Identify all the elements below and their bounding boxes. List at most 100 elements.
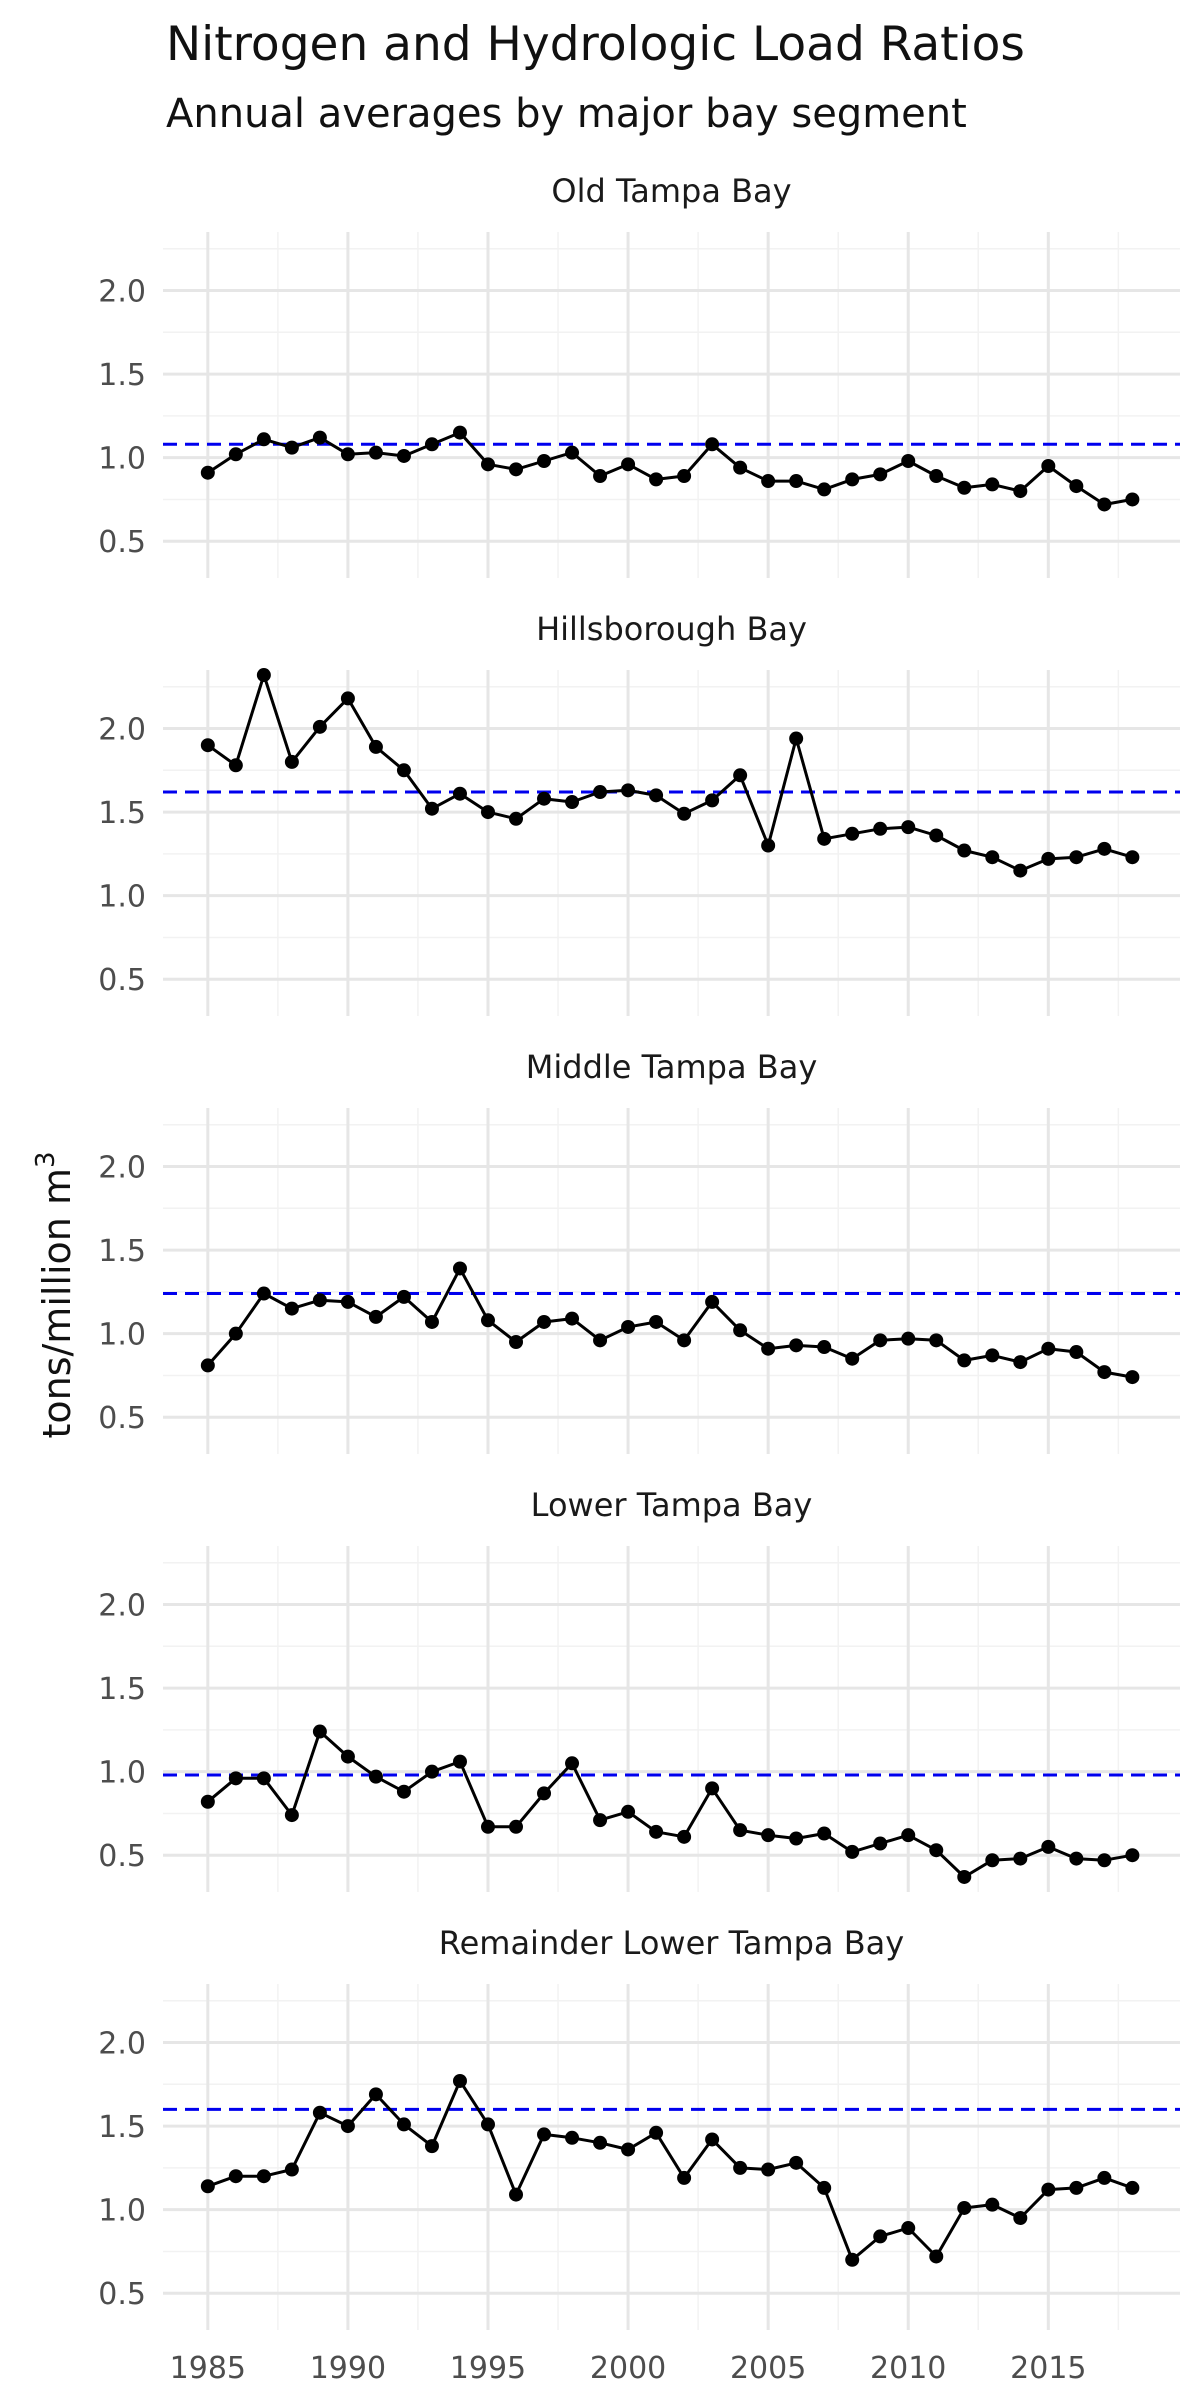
data-point xyxy=(649,472,664,487)
data-point xyxy=(1125,492,1140,507)
data-point xyxy=(228,1771,243,1786)
data-point xyxy=(256,1771,271,1786)
data-point xyxy=(621,783,636,798)
data-point xyxy=(509,811,524,826)
data-point xyxy=(649,788,664,803)
data-point xyxy=(200,1794,215,1809)
data-point xyxy=(957,2200,972,2215)
series-line xyxy=(206,1730,1133,1879)
data-point xyxy=(957,480,972,495)
data-point xyxy=(340,1749,355,1764)
data-point xyxy=(677,806,692,821)
data-point xyxy=(789,1831,804,1846)
data-point xyxy=(228,447,243,462)
data-point xyxy=(284,1301,299,1316)
data-point xyxy=(1013,2211,1028,2226)
facet-title: Old Tampa Bay xyxy=(551,172,791,210)
y-tick-label: 0.5 xyxy=(98,1839,146,1874)
x-tick-label: 1995 xyxy=(450,2351,526,2386)
data-point xyxy=(873,821,888,836)
data-point xyxy=(817,831,832,846)
y-tick-label: 0.5 xyxy=(98,1401,146,1436)
data-point xyxy=(789,731,804,746)
data-point xyxy=(1125,850,1140,865)
data-point xyxy=(1069,1851,1084,1866)
data-point xyxy=(1069,1345,1084,1360)
y-tick-label: 0.5 xyxy=(98,963,146,998)
data-point xyxy=(817,2180,832,2195)
data-point xyxy=(284,440,299,455)
data-point xyxy=(284,1808,299,1823)
series-line xyxy=(207,2079,1133,2262)
data-point xyxy=(1013,863,1028,878)
data-point xyxy=(537,1314,552,1329)
data-point xyxy=(1125,2180,1140,2195)
data-point xyxy=(929,469,944,484)
facet-title: Lower Tampa Bay xyxy=(531,1486,813,1524)
data-point xyxy=(649,1824,664,1839)
data-point xyxy=(817,482,832,497)
data-point xyxy=(901,453,916,468)
data-point xyxy=(200,2179,215,2194)
data-point xyxy=(1041,1839,1056,1854)
chart-subtitle: Annual averages by major bay segment xyxy=(166,91,967,137)
data-point xyxy=(1125,1848,1140,1863)
data-point xyxy=(929,1843,944,1858)
data-point xyxy=(1013,1355,1028,1370)
data-point xyxy=(312,430,327,445)
data-point xyxy=(424,1764,439,1779)
data-point xyxy=(340,1294,355,1309)
data-point xyxy=(705,793,720,808)
data-point xyxy=(873,467,888,482)
series-line xyxy=(206,673,1133,873)
data-point xyxy=(621,457,636,472)
data-point xyxy=(873,2229,888,2244)
data-point xyxy=(621,1319,636,1334)
y-axis-label: tons/million m3 xyxy=(31,1151,79,1438)
data-point xyxy=(593,1333,608,1348)
y-tick-label: 0.5 xyxy=(98,2277,146,2312)
data-point xyxy=(396,763,411,778)
data-point xyxy=(480,1819,495,1834)
data-point xyxy=(1013,484,1028,499)
data-point xyxy=(368,445,383,460)
data-point xyxy=(733,460,748,475)
data-point xyxy=(480,457,495,472)
data-point xyxy=(424,2139,439,2154)
data-point xyxy=(509,2187,524,2202)
data-point xyxy=(368,1769,383,1784)
data-point xyxy=(1041,851,1056,866)
data-point xyxy=(873,1333,888,1348)
data-point xyxy=(1041,2182,1056,2197)
data-point xyxy=(200,738,215,753)
data-point xyxy=(452,2073,467,2088)
y-tick-label: 1.0 xyxy=(98,1756,146,1791)
data-point xyxy=(537,1786,552,1801)
data-point xyxy=(396,448,411,463)
facet-panel: Middle Tampa Bay 0.5 1.0 1.5 2.0 xyxy=(98,1048,1180,1454)
data-point xyxy=(396,1289,411,1304)
y-tick-label: 1.0 xyxy=(98,2194,146,2229)
data-point xyxy=(340,2119,355,2134)
data-point xyxy=(1041,459,1056,474)
data-point xyxy=(845,1351,860,1366)
data-point xyxy=(761,1341,776,1356)
data-point xyxy=(677,1333,692,1348)
data-point xyxy=(200,465,215,480)
data-point xyxy=(985,477,1000,492)
data-point xyxy=(761,838,776,853)
x-tick-label: 1985 xyxy=(170,2351,246,2386)
x-tick-label: 2000 xyxy=(590,2351,666,2386)
data-point xyxy=(761,2162,776,2177)
data-point xyxy=(789,1338,804,1353)
y-tick-label: 1.5 xyxy=(98,2110,146,2145)
data-point xyxy=(593,2135,608,2150)
data-point xyxy=(1041,1341,1056,1356)
x-tick-label: 2015 xyxy=(1010,2351,1086,2386)
data-point xyxy=(817,1826,832,1841)
data-point xyxy=(649,2125,664,2140)
data-point xyxy=(256,668,271,683)
data-point xyxy=(509,1819,524,1834)
data-point xyxy=(705,1781,720,1796)
data-point xyxy=(424,437,439,452)
